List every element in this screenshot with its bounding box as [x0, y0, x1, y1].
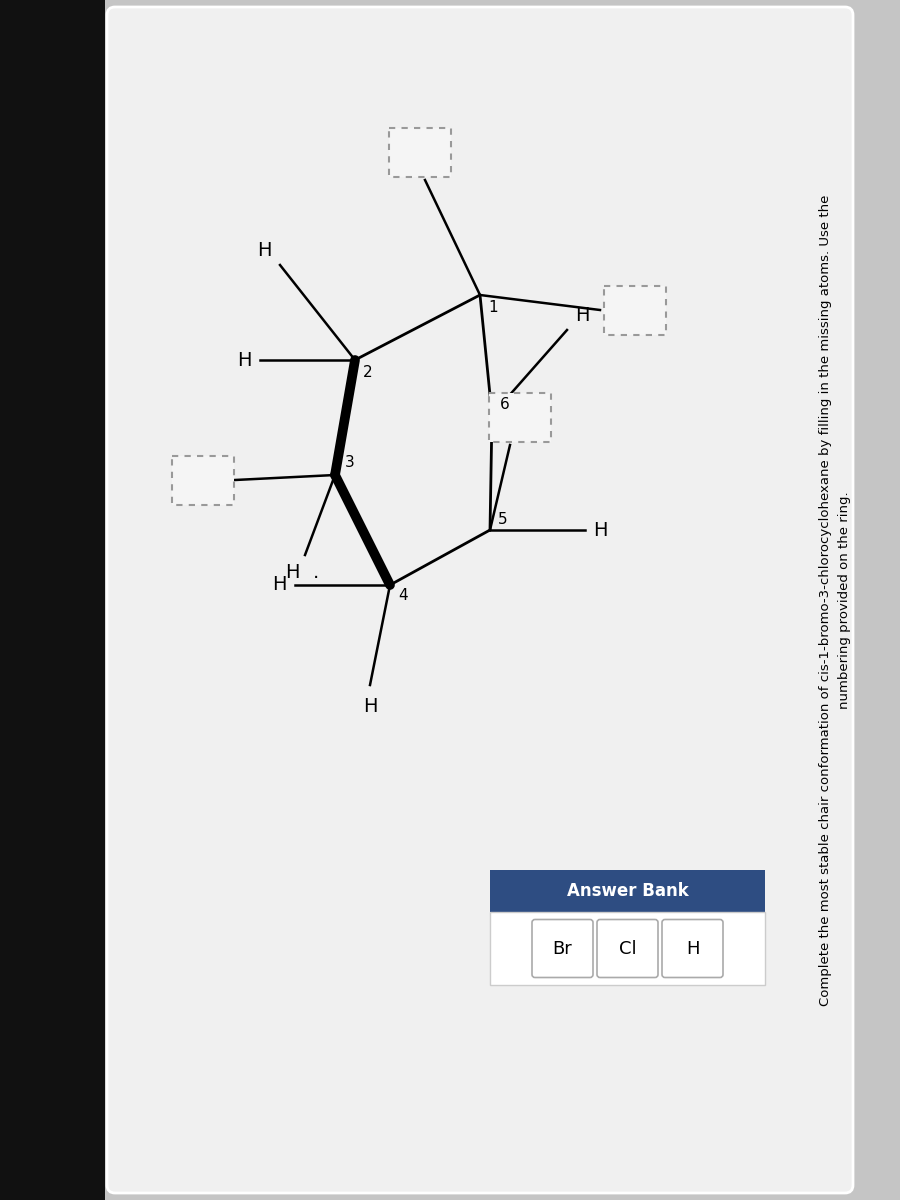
Text: H: H: [593, 521, 608, 540]
Text: 1: 1: [488, 300, 498, 314]
Text: 5: 5: [498, 512, 508, 527]
FancyBboxPatch shape: [490, 912, 765, 985]
Text: H: H: [686, 940, 699, 958]
Bar: [0, 0, 105, 1200]
FancyBboxPatch shape: [662, 919, 723, 978]
Text: Br: Br: [553, 940, 572, 958]
FancyBboxPatch shape: [604, 286, 666, 335]
FancyBboxPatch shape: [489, 392, 551, 442]
FancyBboxPatch shape: [172, 456, 234, 504]
FancyBboxPatch shape: [597, 919, 658, 978]
Bar: [105, 0, 900, 1200]
FancyBboxPatch shape: [389, 127, 451, 176]
Text: H: H: [238, 350, 252, 370]
Text: Answer Bank: Answer Bank: [567, 882, 688, 900]
Text: Complete the most stable chair conformation of cis-1-bromo-3-chlorocyclohexane b: Complete the most stable chair conformat…: [819, 194, 851, 1006]
FancyBboxPatch shape: [490, 870, 765, 912]
Text: H: H: [285, 563, 300, 582]
Text: 6: 6: [500, 397, 509, 412]
Text: .: .: [313, 563, 320, 582]
Text: H: H: [257, 241, 272, 260]
Text: H: H: [273, 576, 287, 594]
Text: 3: 3: [345, 455, 355, 470]
FancyBboxPatch shape: [107, 7, 853, 1193]
Text: H: H: [363, 697, 377, 716]
FancyBboxPatch shape: [532, 919, 593, 978]
Text: Cl: Cl: [618, 940, 636, 958]
Text: 2: 2: [363, 365, 373, 380]
Text: H: H: [575, 306, 590, 325]
Text: 4: 4: [398, 588, 408, 602]
